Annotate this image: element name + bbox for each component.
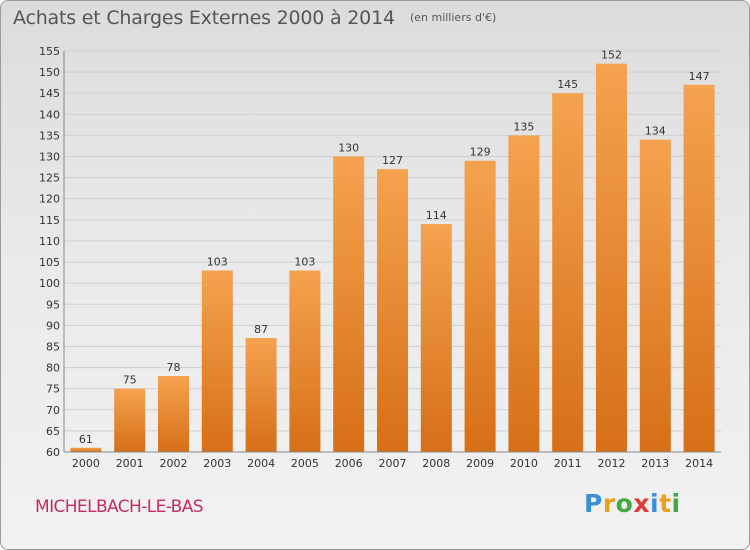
x-tick-label: 2004 [247,457,275,470]
bar-2005 [289,270,321,452]
y-tick-label: 125 [39,172,60,185]
data-label-2011: 145 [557,78,578,91]
x-tick-label: 2000 [72,457,100,470]
y-tick-label: 85 [46,340,60,353]
x-axis-ticks: 2000 2001 2002 2003 2004 2005 2006 2007 2008 2009… [72,457,713,470]
x-tick-label: 2006 [335,457,363,470]
chart-subtitle: (en milliers d'€) [409,11,497,24]
logo-letter: t [659,489,672,518]
data-label-2007: 127 [382,154,403,167]
data-labels: 61 75 78 103 87 103 130 127 114 129 135 145 152 134 14… [79,49,710,446]
logo-letter: r [602,489,616,518]
title-row: Achats et Charges Externes 2000 à 2014 (… [13,7,496,29]
bar-2013 [639,139,671,453]
x-tick-label: 2014 [685,457,713,470]
data-label-2008: 114 [426,209,447,222]
y-tick-label: 90 [46,319,60,332]
data-label-2001: 75 [123,374,137,387]
chart-title: Achats et Charges Externes 2000 à 2014 [13,7,395,29]
x-tick-label: 2010 [510,457,538,470]
bar-2014 [683,84,715,452]
logo-letter: o [615,489,634,518]
bar-2001 [114,388,146,452]
commune-name: MICHELBACH-LE-BAS [35,497,204,517]
bar-2008 [420,224,452,452]
data-label-2005: 103 [294,255,315,268]
x-tick-label: 2007 [379,457,407,470]
x-tick-label: 2013 [641,457,669,470]
data-label-2014: 147 [689,70,710,83]
y-tick-label: 155 [39,45,60,58]
bar-2002 [158,376,189,452]
x-tick-label: 2011 [554,457,582,470]
y-tick-label: 105 [39,256,60,269]
y-tick-label: 140 [39,108,60,121]
bar-2004 [245,338,277,452]
bar-2003 [201,270,233,452]
y-tick-label: 130 [39,151,60,164]
data-label-2003: 103 [207,255,228,268]
proxiti-logo[interactable]: Proxiti [584,489,681,518]
data-label-2010: 135 [513,120,534,133]
data-label-2002: 78 [167,361,181,374]
y-tick-label: 70 [46,404,60,417]
axes [63,51,721,453]
bar-2010 [508,135,540,452]
y-tick-label: 115 [39,214,60,227]
logo-letter: P [584,489,603,518]
logo-letter: i [650,489,660,518]
y-tick-label: 60 [46,446,60,459]
data-label-2000: 61 [79,433,93,446]
y-tick-label: 100 [39,277,60,290]
bar-2000 [70,447,102,452]
bar-2009 [464,160,496,452]
x-tick-label: 2003 [203,457,231,470]
data-label-2004: 87 [254,323,268,336]
x-tick-label: 2008 [422,457,450,470]
x-tick-label: 2009 [466,457,494,470]
bars [70,63,715,453]
y-tick-label: 80 [46,362,60,375]
y-axis-ticks: 60 65 70 75 80 85 90 95 100 105 110 115 120 125 130 135… [39,45,60,459]
data-label-2013: 134 [645,125,666,138]
data-label-2006: 130 [338,142,359,155]
y-tick-label: 110 [39,235,60,248]
x-tick-label: 2012 [598,457,626,470]
y-tick-label: 65 [46,425,60,438]
x-tick-label: 2005 [291,457,319,470]
x-tick-label: 2002 [160,457,188,470]
x-tick-label: 2001 [116,457,144,470]
y-tick-label: 135 [39,129,60,142]
bar-2012 [596,63,627,453]
y-tick-label: 120 [39,193,60,206]
bar-2011 [552,93,584,453]
data-label-2012: 152 [601,49,622,62]
y-tick-label: 145 [39,87,60,100]
bar-2006 [333,156,365,453]
data-label-2009: 129 [470,146,491,159]
y-tick-label: 75 [46,383,60,396]
bar-2007 [377,169,408,453]
y-tick-label: 95 [46,298,60,311]
y-tick-label: 150 [39,66,60,79]
logo-letter: x [633,489,650,518]
logo-letter: i [671,489,681,518]
